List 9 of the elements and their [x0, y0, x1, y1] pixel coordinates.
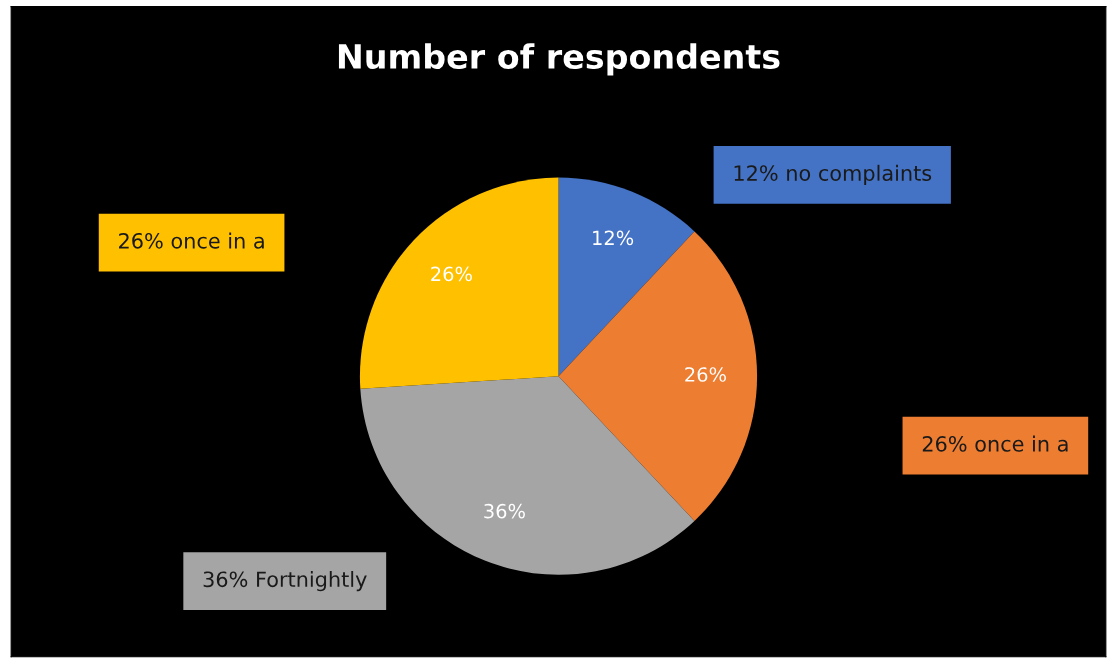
data-label: 36%	[484, 503, 525, 519]
chart-title: Number of respondents	[338, 43, 780, 76]
data-label: 26%	[431, 266, 472, 282]
data-label: 26%	[685, 367, 726, 382]
slice-label: 12% no complaints	[734, 164, 932, 185]
slice-label: 36% Fortnightly	[203, 571, 367, 592]
slice-label: 26% once in a	[922, 435, 1068, 452]
slice-label: 26% once in a	[119, 232, 264, 249]
data-label: 12%	[593, 230, 634, 246]
